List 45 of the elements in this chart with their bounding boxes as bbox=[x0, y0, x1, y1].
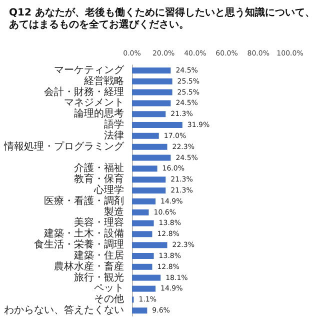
bar bbox=[132, 274, 161, 281]
y-tick-label: 農林水産・畜産 bbox=[54, 260, 124, 272]
y-tick-label: その他 bbox=[94, 293, 124, 306]
bar bbox=[132, 89, 172, 96]
y-tick-label: 経営戦略 bbox=[83, 74, 124, 87]
bar bbox=[132, 132, 159, 139]
y-tick-label: 会計・財務・経理 bbox=[44, 86, 124, 98]
y-tick-label: マネジメント bbox=[64, 98, 124, 109]
y-tick-label: 旅行・観光 bbox=[74, 271, 124, 284]
bar bbox=[132, 286, 156, 292]
y-tick-label: 心理学 bbox=[93, 184, 124, 196]
y-tick-label: 論理的思考 bbox=[74, 108, 124, 120]
bar bbox=[132, 308, 148, 314]
y-tick-label: 建築・住居 bbox=[73, 249, 124, 262]
y-tick-label: 医療・看護・調剤 bbox=[44, 194, 124, 207]
bar bbox=[132, 188, 166, 194]
bar bbox=[132, 252, 154, 259]
y-tick-label: 建築・土木・設備 bbox=[43, 228, 124, 240]
bar bbox=[132, 264, 152, 270]
y-tick-label: わからない、答えたくない bbox=[4, 304, 124, 316]
y-tick-label: ペット bbox=[94, 283, 124, 294]
bar bbox=[132, 111, 166, 118]
bar bbox=[132, 166, 158, 172]
bar bbox=[132, 209, 149, 216]
y-tick-label: 介護・福祉 bbox=[74, 162, 124, 174]
bar bbox=[132, 154, 171, 161]
y-tick-label: 製造 bbox=[104, 206, 124, 218]
y-tick-label: 語学 bbox=[104, 118, 124, 131]
y-tick-label: 食生活・栄養・調理 bbox=[34, 238, 124, 251]
bar bbox=[132, 78, 172, 84]
bar bbox=[132, 242, 168, 248]
y-tick-label: 法律 bbox=[104, 129, 124, 142]
bar bbox=[132, 67, 171, 74]
bar bbox=[132, 176, 166, 183]
bar bbox=[132, 100, 171, 106]
y-tick-label: 美容・理容 bbox=[74, 216, 124, 229]
y-tick-label: 教育・保育 bbox=[74, 173, 124, 186]
chart-title: Q12 あなたが、老後も働くために習得したいと思う知識について、あてはまるものを全てお選びください。 bbox=[9, 6, 315, 30]
bar bbox=[132, 144, 168, 150]
bar bbox=[132, 220, 154, 226]
bar bbox=[132, 198, 156, 204]
bar bbox=[132, 231, 152, 238]
y-tick-label: 情報処理・プログラミング bbox=[3, 140, 125, 152]
bar bbox=[132, 122, 182, 128]
y-tick-label: マーケティング bbox=[54, 64, 125, 76]
